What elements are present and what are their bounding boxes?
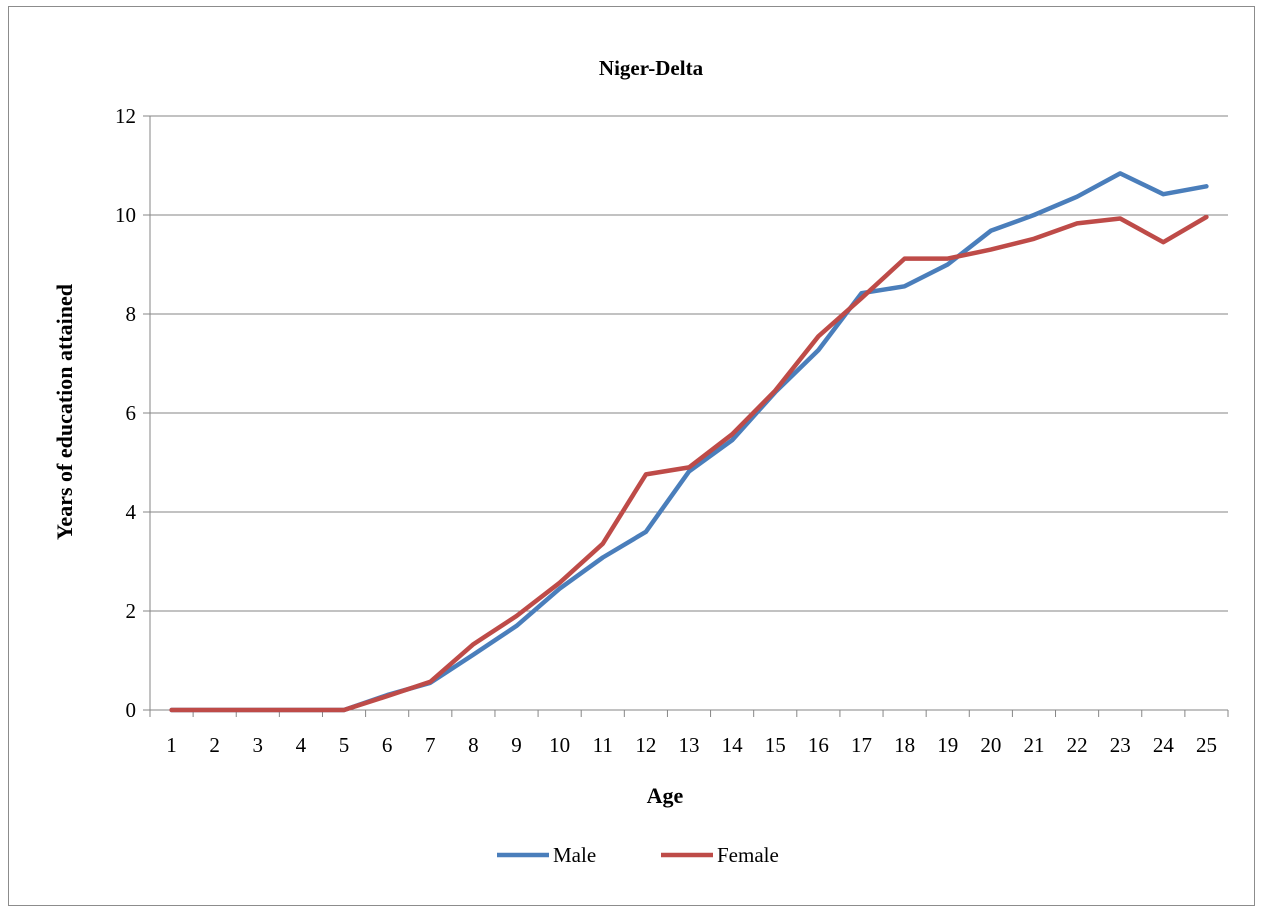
x-tick-label: 21 xyxy=(1023,733,1044,757)
legend-label-female: Female xyxy=(717,843,779,867)
x-tick-label: 7 xyxy=(425,733,436,757)
x-tick-label: 5 xyxy=(339,733,350,757)
y-axis-label: Years of education attained xyxy=(52,284,77,540)
x-tick-label: 20 xyxy=(980,733,1001,757)
x-tick-labels: 1 2 3 4 5 6 7 8 9 10 11 12 13 14 15 16 17 18 19 20 21 22 23 24 2… xyxy=(166,733,1217,757)
x-tick-label: 6 xyxy=(382,733,393,757)
x-tick-label: 15 xyxy=(765,733,786,757)
y-tick-label: 8 xyxy=(126,302,137,326)
y-tick-label: 0 xyxy=(126,698,137,722)
y-tick-label: 6 xyxy=(126,401,137,425)
y-tick-label: 12 xyxy=(115,104,136,128)
y-tick-label: 10 xyxy=(115,203,136,227)
x-tick-label: 17 xyxy=(851,733,872,757)
x-tick-label: 3 xyxy=(253,733,264,757)
legend-label-male: Male xyxy=(553,843,596,867)
series-lines xyxy=(169,171,1209,713)
x-tick-label: 19 xyxy=(937,733,958,757)
x-axis-label: Age xyxy=(647,783,684,808)
x-tick-label: 4 xyxy=(296,733,307,757)
y-tick-labels: 0 2 4 6 8 10 12 xyxy=(115,104,137,722)
x-tick-label: 14 xyxy=(722,733,744,757)
x-tick-label: 23 xyxy=(1110,733,1131,757)
x-tick-label: 25 xyxy=(1196,733,1217,757)
axes xyxy=(143,115,1229,717)
x-tick-label: 12 xyxy=(635,733,656,757)
chart-frame xyxy=(8,6,1255,906)
legend: Male Female xyxy=(497,843,779,867)
x-tick-label: 9 xyxy=(511,733,522,757)
series-line-male xyxy=(169,171,1209,713)
x-tick-label: 1 xyxy=(166,733,177,757)
x-tick-label: 2 xyxy=(209,733,220,757)
y-tick-label: 4 xyxy=(126,500,137,524)
x-tick-label: 18 xyxy=(894,733,915,757)
y-tick-label: 2 xyxy=(126,599,137,623)
x-tick-label: 10 xyxy=(549,733,570,757)
x-tick-label: 16 xyxy=(808,733,829,757)
x-tick-label: 11 xyxy=(593,733,613,757)
chart-title: Niger-Delta xyxy=(599,56,704,80)
x-tick-label: 24 xyxy=(1153,733,1175,757)
gridlines xyxy=(150,115,1228,612)
x-tick-label: 8 xyxy=(468,733,479,757)
series-line-female xyxy=(169,214,1209,713)
x-tick-label: 22 xyxy=(1067,733,1088,757)
x-tick-label: 13 xyxy=(679,733,700,757)
